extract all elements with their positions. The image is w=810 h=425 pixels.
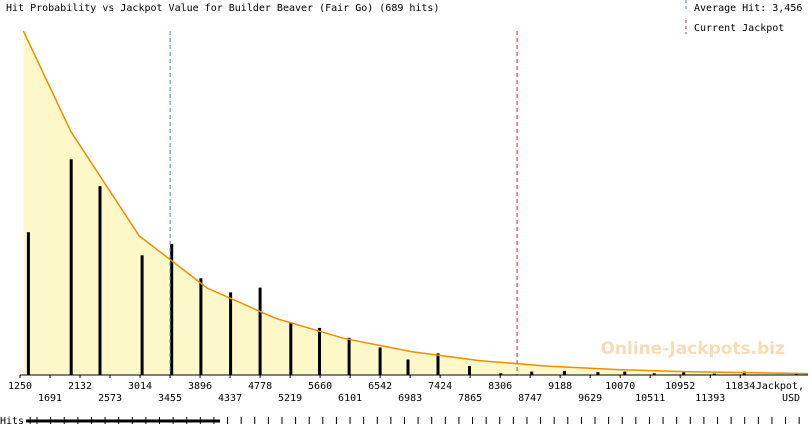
bar — [318, 327, 321, 375]
legend-average-hit: Average Hit: 3,456 — [694, 3, 802, 14]
x-tick-label: 8747 — [518, 393, 542, 404]
fit-area — [23, 31, 808, 375]
x-axis-unit: USD — [782, 393, 800, 404]
bar — [347, 337, 351, 375]
x-tick-label: 2573 — [98, 393, 122, 404]
x-tick-label: 1691 — [38, 393, 62, 404]
x-tick-label: 10070 — [605, 381, 635, 392]
bar — [289, 322, 293, 375]
bar — [26, 232, 30, 375]
x-tick-label: 6542 — [368, 381, 392, 392]
x-tick-label: 2132 — [68, 381, 92, 392]
x-tick-label: 9629 — [578, 393, 602, 404]
x-tick-label: 9188 — [548, 381, 572, 392]
x-tick-label: 6983 — [398, 393, 422, 404]
hits-label: Hits — [0, 416, 24, 425]
bar — [436, 353, 440, 375]
chart-title: Hit Probability vs Jackpot Value for Bui… — [6, 3, 439, 14]
bar — [98, 186, 102, 375]
x-tick-label: 10511 — [635, 393, 665, 404]
x-tick-label: 11393 — [695, 393, 725, 404]
x-tick-label: 10952 — [665, 381, 695, 392]
bar — [652, 373, 656, 375]
bar — [623, 371, 627, 375]
x-tick-label: 11834 — [725, 381, 755, 392]
x-tick-label: 3896 — [188, 381, 212, 392]
x-tick-label: 7865 — [458, 393, 482, 404]
x-tick-label: 5660 — [308, 381, 332, 392]
x-tick-label: 3014 — [128, 381, 152, 392]
bar — [499, 373, 503, 375]
bar — [378, 347, 382, 375]
watermark: Online-Jackpots.biz — [600, 339, 785, 359]
bar — [530, 371, 534, 375]
bar — [69, 159, 73, 375]
bar — [170, 243, 174, 375]
fit-curve — [22, 30, 809, 375]
bar — [468, 366, 471, 375]
x-tick-label: 1250 — [8, 381, 32, 392]
bar — [229, 292, 233, 375]
bar — [258, 287, 262, 375]
legend-current-jackpot: Current Jackpot — [694, 23, 784, 34]
bar — [199, 278, 203, 375]
x-tick-label: 4337 — [218, 393, 242, 404]
bar — [596, 372, 600, 375]
x-tick-label: 8306 — [488, 381, 512, 392]
bar — [140, 255, 144, 375]
x-tick-label: 3455 — [158, 393, 182, 404]
x-tick-label: 4778 — [248, 381, 272, 392]
x-tick-label: 5219 — [278, 393, 302, 404]
x-tick-label: 7424 — [428, 381, 452, 392]
bar — [406, 359, 410, 375]
bar — [682, 372, 686, 375]
x-axis-label: Jackpot, — [756, 381, 804, 392]
bar — [712, 373, 716, 375]
bar — [562, 370, 566, 375]
x-tick-label: 6101 — [338, 393, 362, 404]
